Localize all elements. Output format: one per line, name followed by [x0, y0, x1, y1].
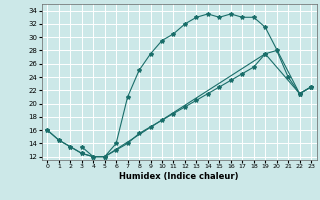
X-axis label: Humidex (Indice chaleur): Humidex (Indice chaleur)	[119, 172, 239, 181]
